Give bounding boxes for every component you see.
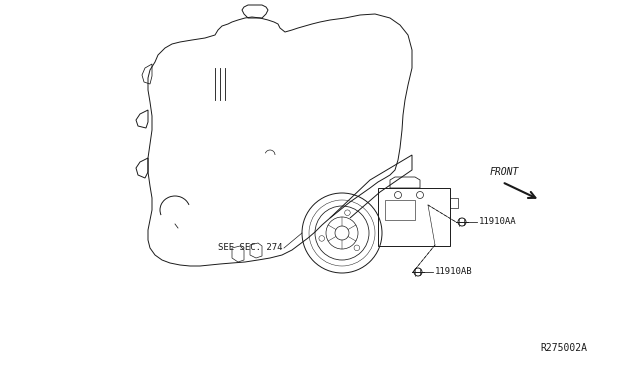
Text: SEE SEC. 274: SEE SEC. 274 — [218, 244, 282, 253]
Text: R275002A: R275002A — [540, 343, 587, 353]
Text: 11910AA: 11910AA — [479, 218, 516, 227]
Text: FRONT: FRONT — [490, 167, 520, 177]
Text: 11910AB: 11910AB — [435, 267, 472, 276]
